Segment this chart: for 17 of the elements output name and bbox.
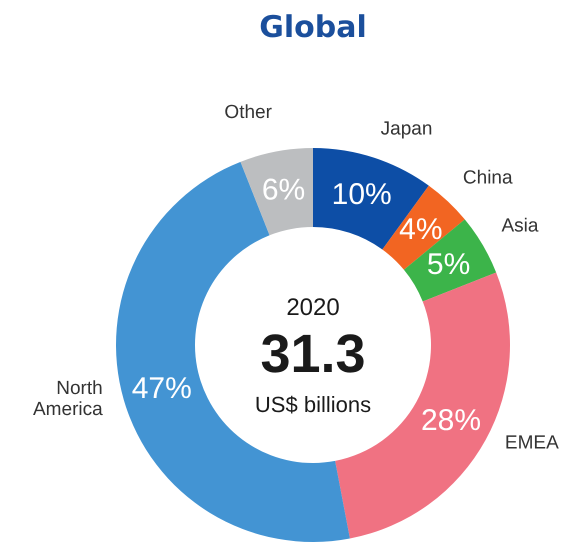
data-label: 5% — [426, 248, 470, 281]
slice-label: Asia — [502, 216, 539, 237]
text: US$ billions — [254, 392, 372, 417]
data-label: 47% — [132, 372, 192, 405]
data-label: 28% — [420, 404, 482, 437]
slice-label: Other — [224, 102, 273, 123]
donut-slice — [240, 148, 313, 236]
data-label: 10% — [332, 178, 392, 212]
data-label: 6% — [262, 173, 306, 206]
text: 31.3 — [260, 324, 366, 384]
slice-label: EMEA — [504, 432, 560, 454]
slice-label: China — [462, 167, 513, 188]
slice-label: North America — [33, 378, 104, 420]
text: 2020 — [286, 294, 340, 321]
chart-title: Global — [259, 10, 367, 45]
data-label: 4% — [399, 213, 442, 246]
slice-label: Japan — [380, 118, 432, 140]
